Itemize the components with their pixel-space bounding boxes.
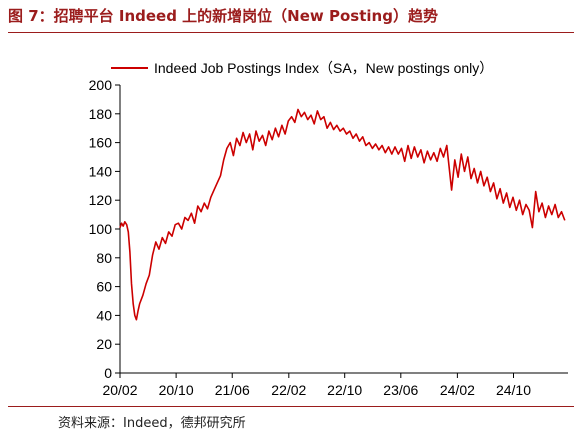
x-tick-label: 23/06 [383,382,418,398]
y-tick-label: 0 [104,365,112,381]
y-tick-label: 100 [89,221,113,237]
x-tick-label: 22/02 [271,382,306,398]
legend-label: Indeed Job Postings Index（SA，New posting… [154,60,493,76]
series-line [119,108,566,321]
y-tick-label: 160 [89,135,113,151]
chart-series [119,108,566,321]
figure-title: 图 7：招聘平台 Indeed 上的新增岗位（New Posting）趋势 [8,7,438,25]
source-divider [8,406,574,407]
x-tick-label: 24/02 [440,382,475,398]
source-note: 资料来源：Indeed，德邦研究所 [58,416,246,431]
x-tick-label: 24/10 [496,382,531,398]
x-tick-label: 22/10 [327,382,362,398]
x-tick-label: 20/10 [159,382,194,398]
y-tick-label: 180 [89,106,113,122]
y-tick-label: 80 [96,250,112,266]
title-divider [8,32,574,33]
chart-ticks: 0 20 40 60 80 100 120 140 160 180 200 20/02 20/10 21/… [89,77,532,398]
x-tick-label: 20/02 [102,382,137,398]
chart-legend: Indeed Job Postings Index（SA，New posting… [111,60,493,76]
y-tick-label: 20 [96,336,112,352]
y-tick-label: 60 [96,279,112,295]
y-tick-label: 120 [89,192,113,208]
y-tick-label: 40 [96,307,112,323]
y-tick-label: 140 [89,163,113,179]
x-tick-label: 21/06 [215,382,250,398]
y-tick-label: 200 [89,77,113,93]
